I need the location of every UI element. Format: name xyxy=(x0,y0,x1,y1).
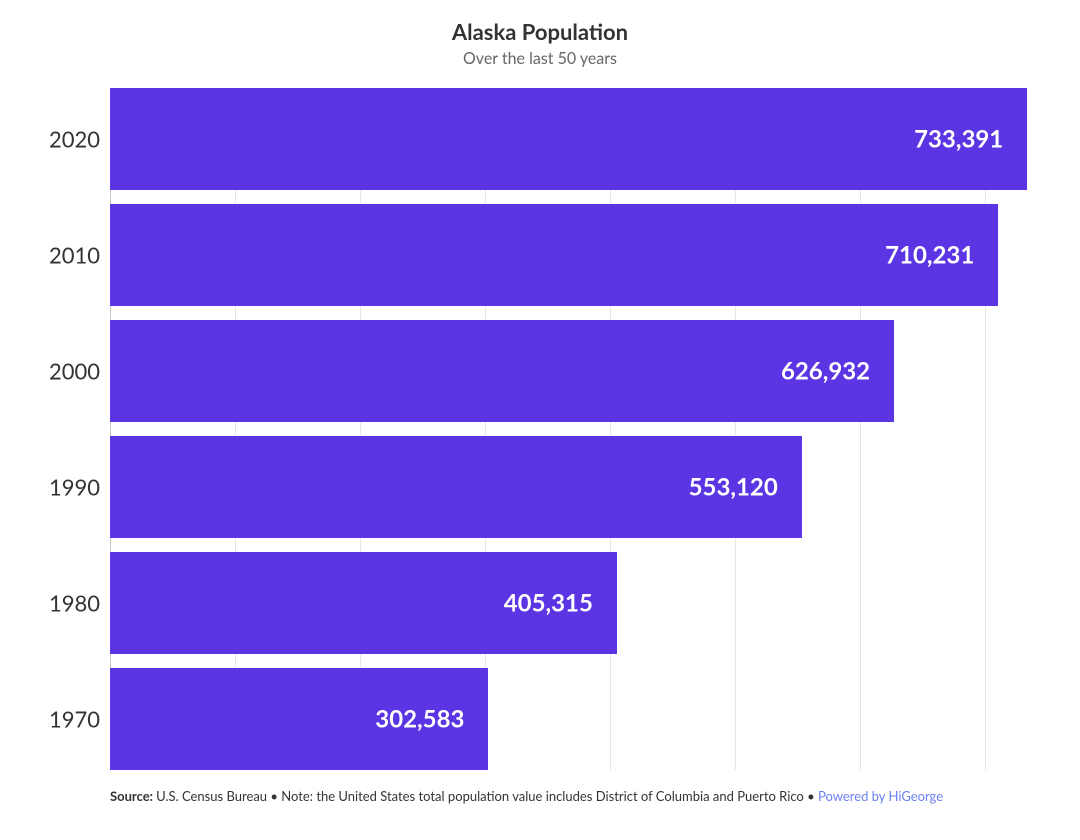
bar: 302,583 xyxy=(110,668,488,770)
source-label: Source: xyxy=(110,788,156,804)
y-axis-tick-label: 2020 xyxy=(20,126,100,153)
bar-value-label: 710,231 xyxy=(885,241,974,270)
bars-group: 2020733,391 2010710,231 2000626,932 1990553… xyxy=(110,88,1048,770)
plot-area: 2020733,391 2010710,231 2000626,932 1990553… xyxy=(110,88,1048,770)
bar-value-label: 405,315 xyxy=(504,589,593,618)
bar: 733,391 xyxy=(110,88,1027,190)
source-text: U.S. Census Bureau xyxy=(156,788,267,804)
y-axis-tick-label: 2010 xyxy=(20,242,100,269)
bar-row: 2000626,932 xyxy=(110,320,1048,422)
chart-footer: Source: U.S. Census Bureau • Note: the U… xyxy=(110,788,1048,804)
bar: 710,231 xyxy=(110,204,998,306)
bar: 626,932 xyxy=(110,320,894,422)
y-axis-tick-label: 1980 xyxy=(20,590,100,617)
separator-1: • xyxy=(270,788,281,804)
bar-value-label: 553,120 xyxy=(689,473,778,502)
chart-title: Alaska Population xyxy=(0,18,1080,45)
bar-row: 1980405,315 xyxy=(110,552,1048,654)
y-axis-tick-label: 1990 xyxy=(20,474,100,501)
bar: 405,315 xyxy=(110,552,617,654)
bar: 553,120 xyxy=(110,436,802,538)
bar-value-label: 302,583 xyxy=(375,705,464,734)
powered-link[interactable]: Powered by HiGeorge xyxy=(818,788,943,804)
chart-container: Alaska Population Over the last 50 years… xyxy=(0,0,1080,840)
y-axis-tick-label: 1970 xyxy=(20,706,100,733)
bar-row: 1970302,583 xyxy=(110,668,1048,770)
bar-row: 1990553,120 xyxy=(110,436,1048,538)
separator-2: • xyxy=(807,788,818,804)
chart-subtitle: Over the last 50 years xyxy=(0,49,1080,68)
note-text: Note: the United States total population… xyxy=(281,788,804,804)
y-axis-tick-label: 2000 xyxy=(20,358,100,385)
bar-row: 2010710,231 xyxy=(110,204,1048,306)
bar-row: 2020733,391 xyxy=(110,88,1048,190)
bar-value-label: 626,932 xyxy=(781,357,870,386)
bar-value-label: 733,391 xyxy=(914,125,1003,154)
